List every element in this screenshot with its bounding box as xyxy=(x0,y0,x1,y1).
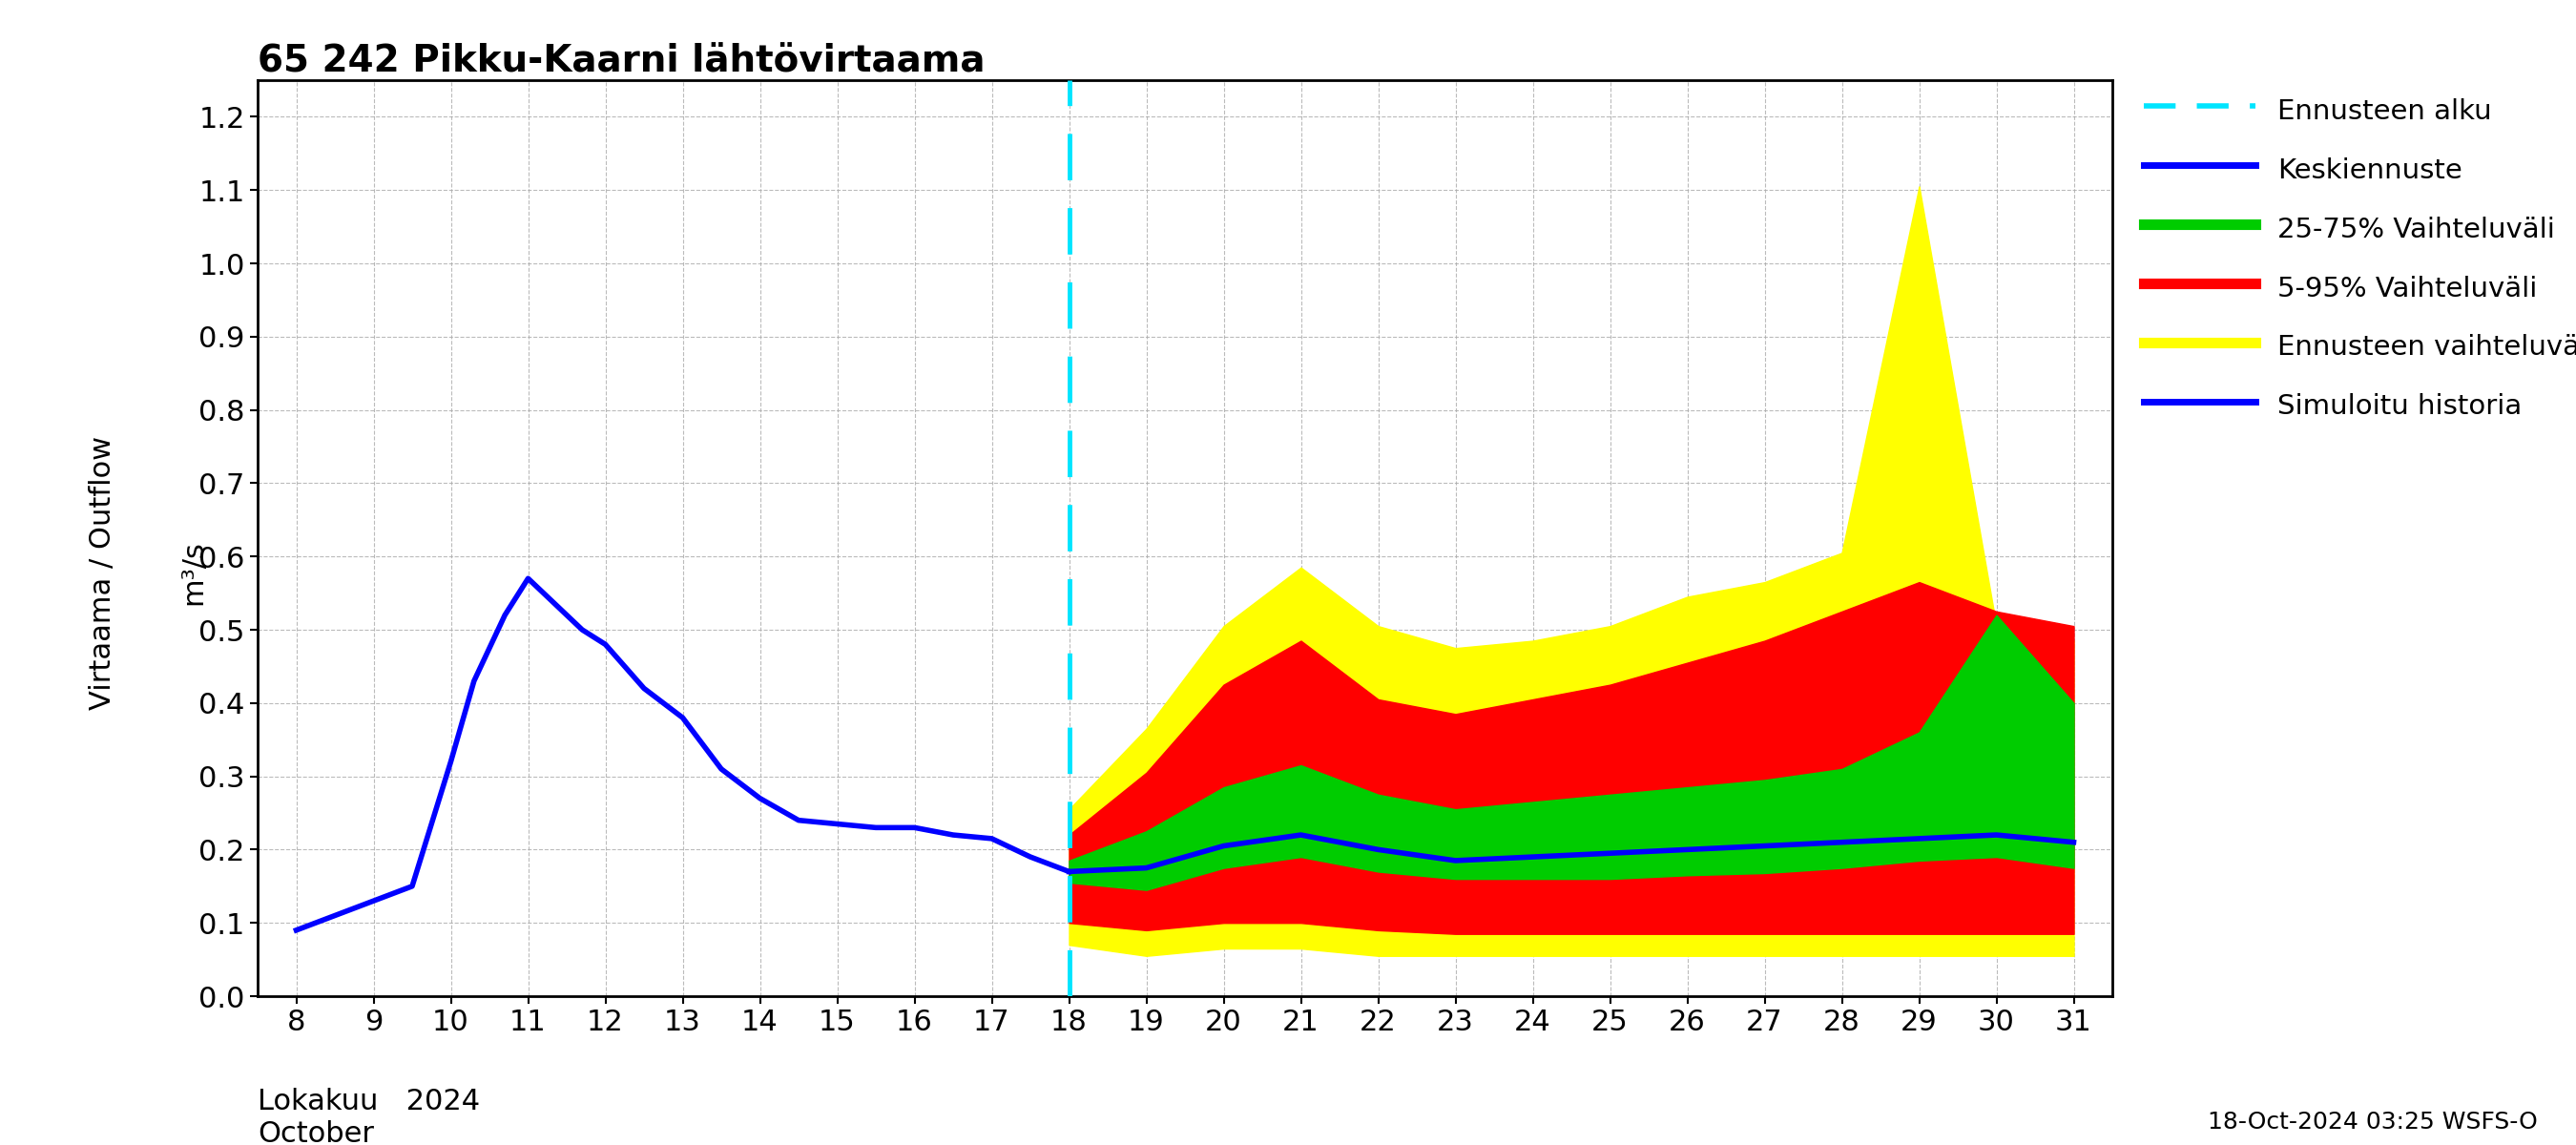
Text: 65 242 Pikku-Kaarni lähtövirtaama: 65 242 Pikku-Kaarni lähtövirtaama xyxy=(258,44,984,80)
Legend: Ennusteen alku, Keskiennuste, 25-75% Vaihteluväli, 5-95% Vaihteluväli, Ennusteen: Ennusteen alku, Keskiennuste, 25-75% Vai… xyxy=(2136,85,2576,431)
Text: m³/s: m³/s xyxy=(180,540,206,605)
Text: Lokakuu   2024
October: Lokakuu 2024 October xyxy=(258,1088,479,1145)
Text: Virtaama / Outflow: Virtaama / Outflow xyxy=(90,435,116,710)
Text: 18-Oct-2024 03:25 WSFS-O: 18-Oct-2024 03:25 WSFS-O xyxy=(2208,1111,2537,1134)
